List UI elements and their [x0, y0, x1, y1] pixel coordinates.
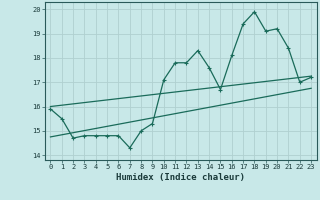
X-axis label: Humidex (Indice chaleur): Humidex (Indice chaleur): [116, 173, 245, 182]
